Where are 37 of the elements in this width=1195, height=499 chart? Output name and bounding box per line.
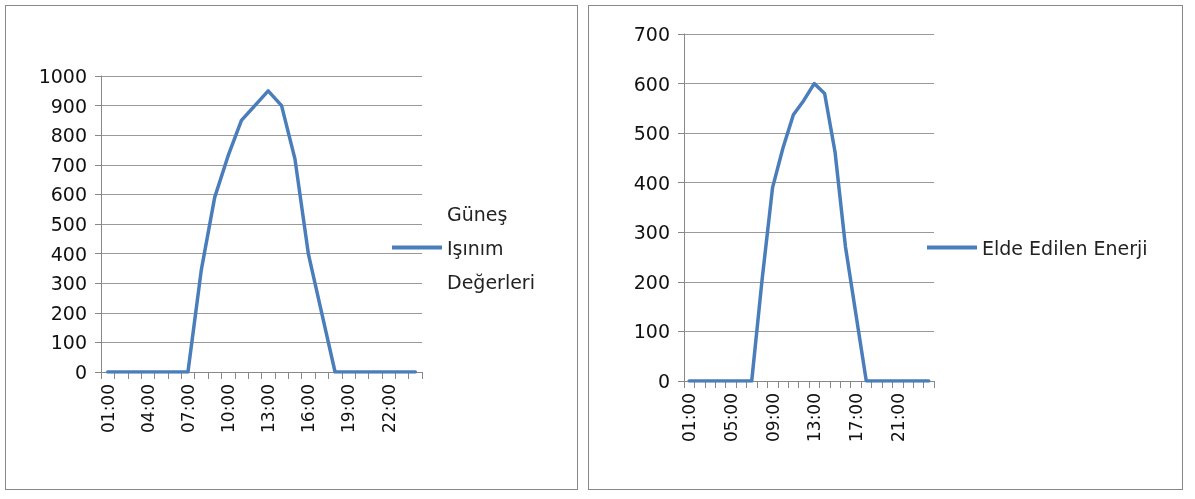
- y-tick-label: 300: [633, 221, 670, 244]
- legend-label: Elde Edilen Enerji: [982, 236, 1148, 259]
- x-tick-label: 21:00: [887, 393, 908, 442]
- x-tick-label: 07:00: [177, 384, 198, 433]
- y-tick-label: 700: [633, 23, 670, 45]
- y-tick-label: 500: [50, 213, 87, 235]
- y-tick-label: 300: [50, 272, 87, 295]
- y-tick-label: 900: [50, 94, 87, 117]
- x-tick-label: 17:00: [845, 393, 866, 442]
- y-tick-label: 100: [50, 331, 87, 354]
- x-tick-label: 16:00: [298, 384, 319, 433]
- x-tick-label: 01:00: [679, 393, 700, 442]
- y-tick-label: 800: [50, 124, 87, 147]
- x-tick-label: 04:00: [137, 384, 158, 433]
- line-series: [687, 81, 931, 383]
- y-tick-label: 400: [50, 242, 87, 265]
- x-tick-label: 05:00: [720, 393, 741, 442]
- y-tick-label: 1000: [38, 65, 87, 87]
- y-tick-label: 500: [633, 122, 670, 145]
- x-tick-label: 10:00: [218, 384, 239, 433]
- x-tick-label: 22:00: [378, 384, 399, 433]
- y-tick-label: 600: [633, 72, 670, 95]
- y-tick-label: 0: [74, 361, 87, 383]
- x-tick-label: 01:00: [97, 384, 118, 433]
- x-tick-label: 19:00: [338, 384, 359, 433]
- y-tick-label: 100: [633, 320, 670, 343]
- y-tick-label: 0: [657, 370, 670, 392]
- x-tick-label: 13:00: [258, 384, 279, 433]
- line-series: [105, 89, 418, 374]
- x-tick-label: 13:00: [804, 393, 825, 442]
- y-tick-label: 200: [50, 301, 87, 324]
- y-tick-label: 200: [633, 270, 670, 293]
- y-tick-label: 700: [50, 153, 87, 176]
- y-tick-label: 400: [633, 171, 670, 194]
- legend-label: Güneş Işınım Değerleri: [447, 202, 535, 293]
- y-tick-label: 600: [50, 183, 87, 206]
- x-tick-label: 09:00: [762, 393, 783, 442]
